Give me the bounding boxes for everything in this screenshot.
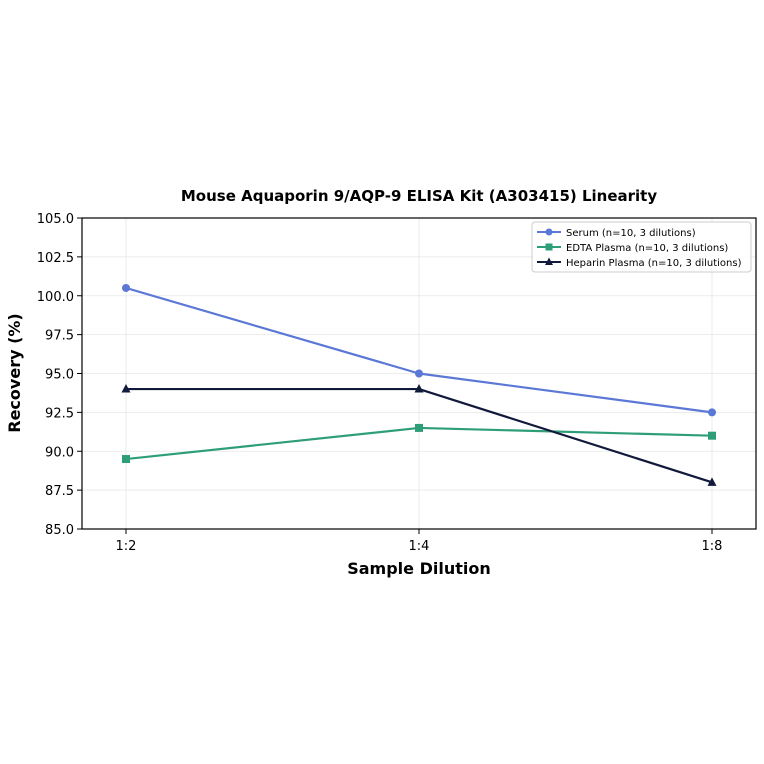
data-point	[122, 455, 130, 464]
y-tick-label: 85.0	[45, 523, 74, 538]
data-point	[707, 477, 717, 486]
x-axis: 1:2 1:4 1:8	[116, 529, 723, 554]
y-tick-label: 92.5	[45, 406, 74, 421]
x-tick-label: 1:8	[702, 539, 723, 554]
data-point	[122, 283, 130, 292]
legend: Serum (n=10, 3 dilutions) EDTA Plasma (n=…	[531, 221, 752, 273]
y-tick-label: 105.0	[37, 212, 74, 227]
chart-title: Mouse Aquaporin 9/AQP-9 ELISA Kit (A3034…	[181, 187, 657, 205]
y-tick-label: 100.0	[37, 290, 74, 305]
legend-marker	[545, 257, 553, 265]
y-tick-label: 102.5	[37, 251, 74, 266]
data-point	[414, 384, 424, 393]
data-point	[415, 369, 423, 378]
y-tick-label: 87.5	[45, 484, 74, 499]
data-point	[121, 384, 131, 393]
series-1	[122, 283, 716, 417]
y-tick-label: 97.5	[45, 329, 74, 344]
legend-box	[531, 221, 752, 273]
legend-marker	[545, 228, 553, 236]
legend-marker	[545, 243, 553, 251]
x-tick-label: 1:4	[409, 539, 430, 554]
y-axis: 85.0 87.5 90.0 92.5 95.0 97.5 100.0 102.5 105.0	[37, 212, 82, 538]
data-point	[708, 408, 716, 417]
series-3	[121, 384, 717, 486]
y-axis-label: Recovery (%)	[5, 313, 24, 432]
y-tick-label: 90.0	[45, 445, 74, 460]
legend-label: Serum (n=10, 3 dilutions)	[566, 228, 696, 239]
series-layer	[121, 283, 717, 486]
x-axis-label: Sample Dilution	[347, 559, 491, 578]
y-tick-label: 95.0	[45, 368, 74, 383]
x-tick-label: 1:2	[116, 539, 137, 554]
legend-label: EDTA Plasma (n=10, 3 dilutions)	[566, 243, 728, 254]
data-point	[415, 423, 423, 432]
data-point	[708, 431, 716, 440]
legend-label: Heparin Plasma (n=10, 3 dilutions)	[566, 258, 742, 269]
series-2	[122, 423, 716, 464]
